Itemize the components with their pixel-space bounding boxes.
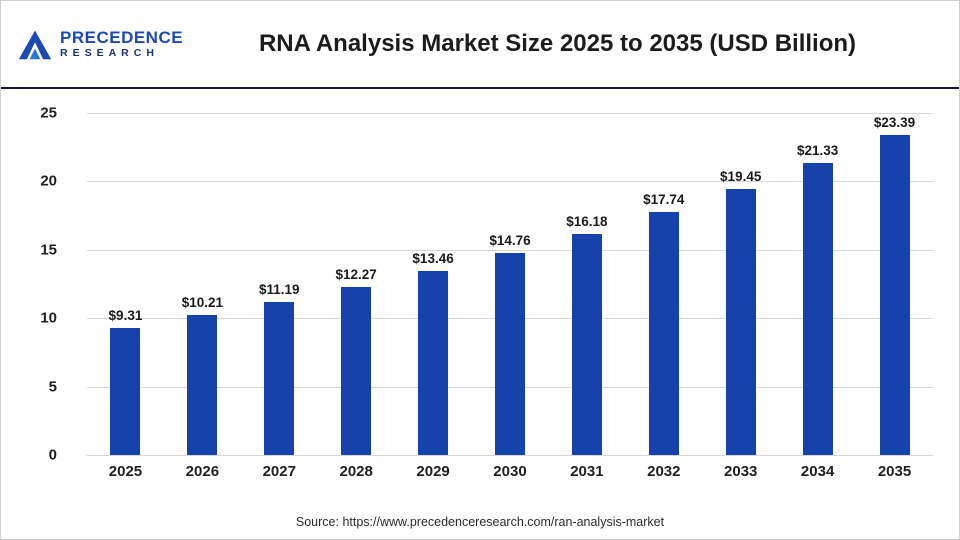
plot-area: $9.31 $10.21 $11.19 $12.27 $13.46 $14.76 $16.1… (87, 113, 933, 456)
y-tick-label: 20 (40, 172, 57, 190)
bar-value-label: $16.18 (566, 213, 608, 229)
precedence-research-logo: PRECEDENCE RESEARCH (1, 28, 183, 60)
precedence-logo-icon (17, 28, 53, 60)
bar-value-label: $9.31 (108, 307, 143, 323)
x-tick-label: 2026 (185, 463, 220, 480)
bar (418, 270, 449, 455)
bar-value-label: $13.46 (412, 250, 454, 266)
chart-area: 0 5 10 15 20 25 $9.31 $10.21 $11.19 $12.27 $13.46… (1, 89, 959, 539)
y-tick-label: 10 (40, 309, 57, 327)
x-tick-label: 2032 (647, 463, 681, 480)
logo-line-research: RESEARCH (60, 47, 159, 60)
bar-column: $9.31 (87, 113, 164, 455)
gridline (87, 249, 933, 251)
bar (264, 301, 295, 455)
bar (879, 135, 910, 455)
bar-value-label: $23.39 (873, 115, 916, 131)
x-tick-label: 2030 (493, 463, 527, 480)
x-tick-label: 2025 (108, 463, 143, 480)
bar-column: $12.27 (318, 113, 395, 455)
bar (110, 327, 141, 455)
bar-column: $21.33 (779, 113, 856, 455)
chart-title: RNA Analysis Market Size 2025 to 2035 (U… (258, 30, 857, 57)
x-tick-label: 2028 (339, 463, 373, 480)
y-tick-label: 25 (40, 104, 57, 122)
source-text: Source: https://www.precedenceresearch.c… (295, 515, 665, 529)
bar (494, 253, 525, 455)
y-tick-label: 0 (48, 446, 57, 464)
gridline (87, 455, 933, 456)
bar (341, 287, 372, 455)
y-tick-label: 5 (48, 378, 57, 396)
bar-column: $23.39 (856, 113, 933, 455)
bar-value-label: $12.27 (335, 267, 377, 283)
bar (802, 163, 833, 455)
bar-value-label: $14.76 (489, 233, 531, 249)
bar-column: $16.18 (548, 113, 625, 455)
bar-column: $14.76 (472, 113, 549, 455)
y-axis: 0 5 10 15 20 25 (1, 105, 71, 464)
bar-value-label: $19.45 (720, 168, 762, 184)
bar-column: $19.45 (702, 113, 779, 455)
x-tick-label: 2029 (416, 463, 450, 480)
header: PRECEDENCE RESEARCH RNA Analysis Market … (1, 1, 959, 89)
bar-value-label: $21.33 (796, 143, 839, 159)
bar-value-label: $17.74 (643, 192, 685, 208)
y-tick-label: 15 (40, 241, 57, 259)
bar-value-label: $10.21 (181, 295, 223, 311)
bar (187, 315, 218, 455)
x-tick-label: 2035 (877, 463, 912, 480)
bar-column: $10.21 (164, 113, 241, 455)
bar-column: $17.74 (625, 113, 702, 455)
bar-column: $11.19 (241, 113, 318, 455)
x-axis: 2025 2026 2027 2028 2029 2030 2031 2032 2033 2034… (87, 463, 933, 480)
bar (648, 212, 679, 455)
logo-line-precedence: PRECEDENCE (60, 27, 184, 47)
x-tick-label: 2033 (724, 463, 758, 480)
x-tick-label: 2034 (800, 463, 835, 480)
x-tick-label: 2027 (262, 463, 296, 480)
bar (725, 188, 756, 455)
bar (571, 233, 602, 455)
bars-row: $9.31 $10.21 $11.19 $12.27 $13.46 $14.76 $16.1… (87, 113, 933, 455)
bar-value-label: $11.19 (258, 281, 300, 297)
x-tick-label: 2031 (570, 463, 604, 480)
logo-text: PRECEDENCE RESEARCH (60, 27, 184, 60)
gridline (87, 181, 933, 183)
bar-column: $13.46 (395, 113, 472, 455)
gridline (87, 113, 933, 114)
